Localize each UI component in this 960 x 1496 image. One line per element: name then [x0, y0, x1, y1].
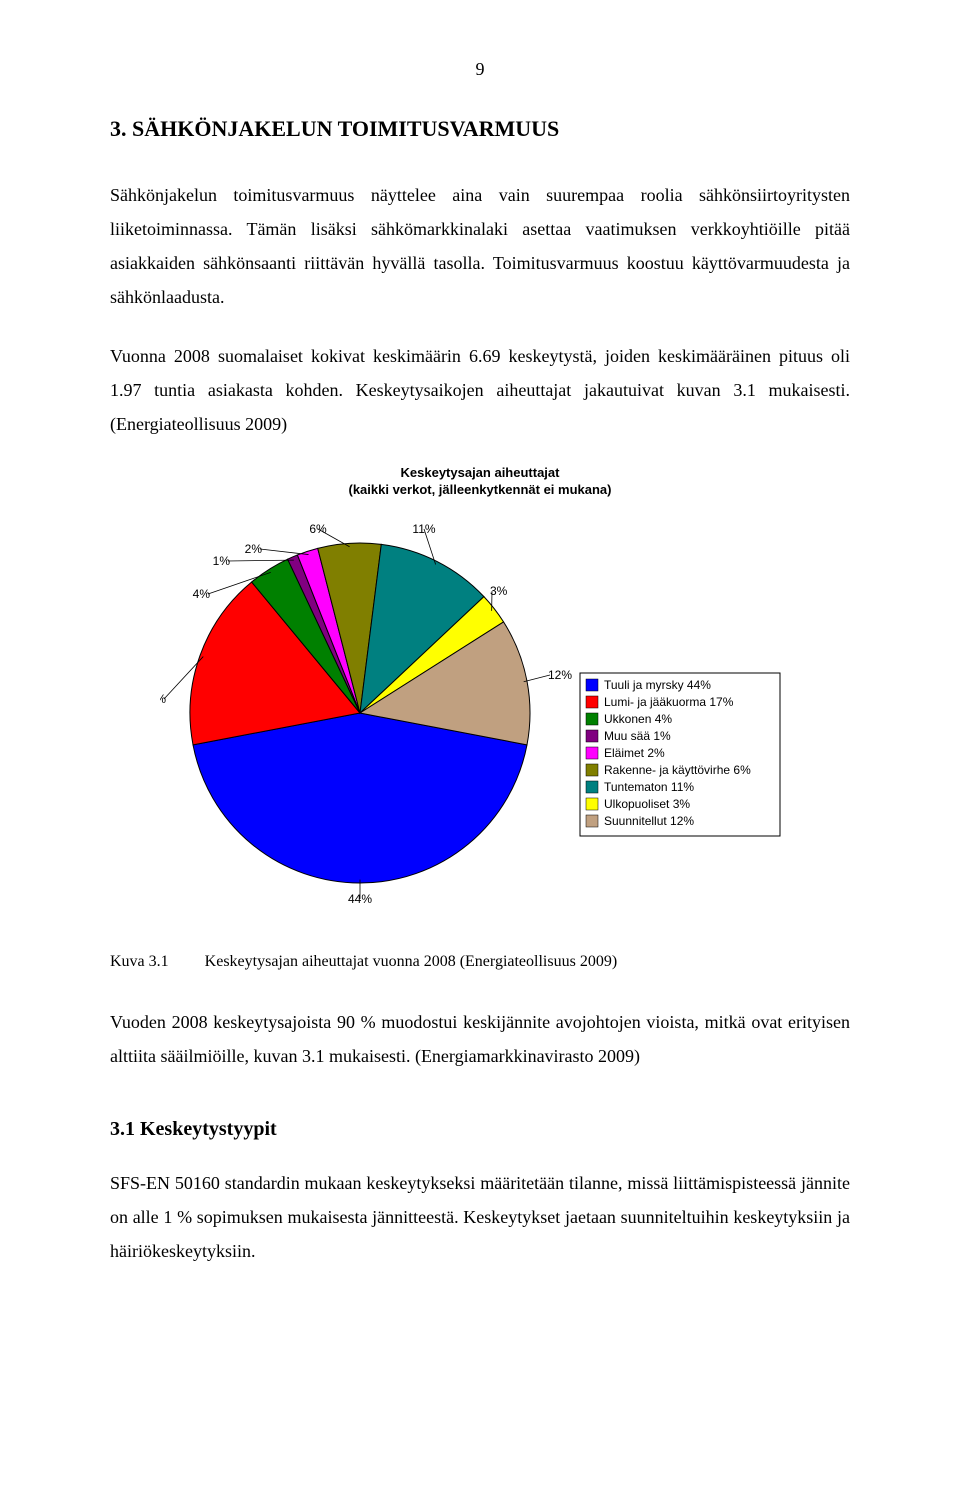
leader-line	[524, 675, 550, 682]
legend-label: Muu sää 1%	[604, 729, 671, 743]
paragraph-1: Sähkönjakelun toimitusvarmuus näyttelee …	[110, 178, 850, 315]
subsection-heading: 3.1 Keskeytystyypit	[110, 1110, 850, 1148]
slice-percent-label: 3%	[490, 584, 508, 598]
slice-percent-label: 44%	[348, 892, 372, 906]
legend-swatch	[586, 815, 598, 827]
legend-label: Suunnitellut 12%	[604, 814, 694, 828]
legend-label: Tuntematon 11%	[604, 780, 694, 794]
slice-percent-label: 6%	[309, 522, 327, 536]
legend-swatch	[586, 764, 598, 776]
legend-swatch	[586, 679, 598, 691]
pie-chart-figure: Keskeytysajan aiheuttajat (kaikki verkot…	[110, 465, 850, 923]
legend-swatch	[586, 781, 598, 793]
chart-title: Keskeytysajan aiheuttajat (kaikki verkot…	[110, 465, 850, 499]
slice-percent-label: 11%	[412, 522, 435, 536]
slice-percent-label: 4%	[193, 587, 211, 601]
section-heading: 3. SÄHKÖNJAKELUN TOIMITUSVARMUUS	[110, 108, 850, 150]
legend-swatch	[586, 730, 598, 742]
legend-label: Ulkopuoliset 3%	[604, 797, 690, 811]
paragraph-3: Vuoden 2008 keskeytysajoista 90 % muodos…	[110, 1005, 850, 1073]
paragraph-2: Vuonna 2008 suomalaiset kokivat keskimää…	[110, 339, 850, 442]
slice-percent-label: 17%	[160, 692, 166, 706]
pie-chart-svg: 44% 17% 4% 1% 2% 6% 11% 3% 12% Tuuli ja myrsky 44…	[160, 503, 800, 923]
chart-title-line1: Keskeytysajan aiheuttajat	[401, 465, 560, 480]
slice-percent-label: 1%	[213, 554, 231, 568]
page: 9 3. SÄHKÖNJAKELUN TOIMITUSVARMUUS Sähkö…	[0, 0, 960, 1332]
page-number: 9	[110, 60, 850, 78]
legend-label: Eläimet 2%	[604, 746, 665, 760]
figure-caption: Kuva 3.1 Keskeytysajan aiheuttajat vuonna…	[110, 947, 850, 977]
pie-slice	[193, 713, 527, 883]
legend-label: Lumi- ja jääkuorma 17%	[604, 695, 734, 709]
legend-swatch	[586, 747, 598, 759]
caption-number: Kuva 3.1	[110, 947, 169, 977]
chart-title-line2: (kaikki verkot, jälleenkytkennät ei muka…	[348, 482, 611, 497]
slice-percent-label: 12%	[548, 668, 572, 682]
leader-line	[260, 549, 309, 555]
slice-percent-label: 2%	[245, 542, 263, 556]
caption-text: Keskeytysajan aiheuttajat vuonna 2008 (E…	[205, 953, 618, 970]
legend-label: Ukkonen 4%	[604, 712, 672, 726]
legend-label: Tuuli ja myrsky 44%	[604, 678, 711, 692]
legend-swatch	[586, 696, 598, 708]
legend-swatch	[586, 713, 598, 725]
legend-swatch	[586, 798, 598, 810]
paragraph-4: SFS-EN 50160 standardin mukaan keskeytyk…	[110, 1166, 850, 1269]
legend-label: Rakenne- ja käyttövirhe 6%	[604, 763, 751, 777]
